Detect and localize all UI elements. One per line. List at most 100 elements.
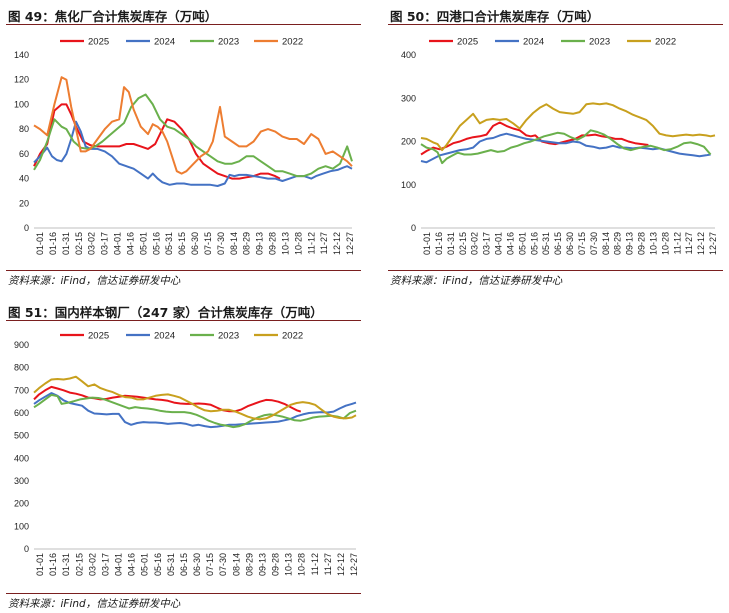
- x-tick-label: 03-17: [100, 553, 110, 576]
- x-tick-label: 12-27: [349, 553, 359, 576]
- x-tick-label: 07-30: [216, 232, 226, 255]
- x-tick-label: 04-16: [127, 553, 137, 576]
- y-tick-label: 80: [19, 124, 29, 134]
- x-tick-label: 01-01: [35, 553, 45, 576]
- x-tick-label: 04-01: [114, 553, 124, 576]
- x-tick-label: 07-15: [203, 232, 213, 255]
- y-tick-label: 20: [19, 198, 29, 208]
- x-tick-label: 08-29: [242, 232, 252, 255]
- x-tick-label: 01-16: [434, 232, 444, 255]
- x-tick-label: 06-15: [553, 232, 563, 255]
- source-rule: [6, 270, 361, 271]
- x-tick-label: 09-13: [625, 232, 635, 255]
- x-tick-label: 10-13: [648, 232, 658, 255]
- x-tick-label: 11-27: [684, 232, 694, 254]
- series-line-2025: [420, 121, 649, 156]
- x-tick-label: 04-01: [494, 232, 504, 255]
- x-tick-label: 01-16: [48, 232, 58, 255]
- legend-label: 2023: [218, 37, 239, 48]
- x-tick-label: 03-02: [470, 232, 480, 255]
- series-line-2025: [33, 103, 281, 180]
- figure-title: 图 50：四港口合计焦炭库存（万吨）: [390, 9, 600, 24]
- series-line-2022: [420, 102, 716, 152]
- x-tick-label: 01-31: [61, 553, 71, 576]
- x-tick-label: 02-15: [74, 232, 84, 255]
- x-tick-label: 05-31: [164, 232, 174, 255]
- x-tick-label: 07-30: [218, 553, 228, 576]
- y-tick-label: 800: [14, 363, 29, 373]
- source-rule: [388, 270, 723, 271]
- x-tick-label: 05-16: [529, 232, 539, 255]
- x-tick-label: 01-01: [422, 232, 432, 255]
- x-tick-label: 06-15: [179, 553, 189, 576]
- legend-label: 2024: [154, 331, 175, 342]
- x-tick-label: 04-16: [505, 232, 515, 255]
- x-tick-label: 03-17: [100, 232, 110, 255]
- y-tick-label: 40: [19, 174, 29, 184]
- x-tick-label: 05-16: [153, 553, 163, 576]
- series-line-2023: [420, 129, 712, 165]
- y-tick-label: 0: [411, 223, 416, 233]
- x-tick-label: 09-28: [268, 232, 278, 255]
- legend-label: 2022: [282, 331, 303, 342]
- legend-label: 2025: [88, 331, 109, 342]
- series-line-2022: [33, 76, 353, 175]
- y-tick-label: 700: [14, 385, 29, 395]
- y-tick-label: 60: [19, 149, 29, 159]
- x-tick-label: 10-28: [660, 232, 670, 255]
- x-tick-label: 06-30: [192, 553, 202, 576]
- x-tick-label: 04-01: [113, 232, 123, 255]
- y-tick-label: 500: [14, 431, 29, 441]
- legend-label: 2025: [457, 37, 478, 48]
- title-rule: [388, 24, 723, 25]
- y-tick-label: 200: [14, 499, 29, 509]
- source-note: 资料来源：iFind，信达证券研发中心: [8, 598, 181, 610]
- series-line-2023: [33, 93, 353, 178]
- x-tick-label: 11-27: [319, 232, 329, 254]
- x-tick-label: 05-01: [517, 232, 527, 255]
- x-tick-label: 12-12: [696, 232, 706, 255]
- x-tick-label: 09-28: [637, 232, 647, 255]
- x-tick-label: 06-30: [565, 232, 575, 255]
- figure-title: 图 51：国内样本钢厂（247 家）合计焦炭库存（万吨）: [8, 305, 323, 320]
- y-tick-label: 300: [14, 476, 29, 486]
- title-rule: [6, 320, 361, 321]
- x-tick-label: 01-31: [61, 232, 71, 255]
- x-tick-label: 01-31: [446, 232, 456, 255]
- legend-label: 2023: [589, 37, 610, 48]
- y-tick-label: 400: [14, 453, 29, 463]
- chart-port-inventory: 0 100 200 300 400 01-01 01-16 01-31 02-15 03-02 03…: [401, 37, 718, 256]
- x-tick-label: 10-13: [280, 232, 290, 255]
- legend-label: 2025: [88, 37, 109, 48]
- x-tick-label: 06-15: [177, 232, 187, 255]
- y-tick-label: 400: [401, 50, 416, 60]
- x-tick-label: 12-12: [336, 553, 346, 576]
- x-tick-label: 08-29: [244, 553, 254, 576]
- y-tick-label: 140: [14, 50, 29, 60]
- y-tick-label: 120: [14, 75, 29, 85]
- y-tick-label: 0: [24, 223, 29, 233]
- x-tick-label: 04-16: [125, 232, 135, 255]
- x-tick-label: 03-02: [87, 232, 97, 255]
- x-tick-label: 09-13: [255, 232, 265, 255]
- x-tick-label: 02-15: [458, 232, 468, 255]
- x-tick-label: 07-15: [577, 232, 587, 255]
- x-tick-label: 07-15: [205, 553, 215, 576]
- series-line-2025: [33, 385, 302, 413]
- legend-label: 2022: [655, 37, 676, 48]
- x-tick-label: 08-14: [231, 553, 241, 576]
- x-tick-label: 08-14: [229, 232, 239, 255]
- source-note: 资料来源：iFind，信达证券研发中心: [8, 275, 181, 287]
- y-tick-label: 100: [14, 99, 29, 109]
- y-tick-label: 100: [401, 180, 416, 190]
- x-tick-label: 06-30: [190, 232, 200, 255]
- y-tick-label: 600: [14, 408, 29, 418]
- x-tick-label: 10-28: [293, 232, 303, 255]
- y-tick-label: 900: [14, 340, 29, 350]
- legend-label: 2024: [523, 37, 544, 48]
- x-tick-label: 12-27: [708, 232, 718, 255]
- x-tick-label: 05-01: [140, 553, 150, 576]
- series-line-2022: [33, 375, 357, 421]
- series-line-2023: [33, 393, 357, 429]
